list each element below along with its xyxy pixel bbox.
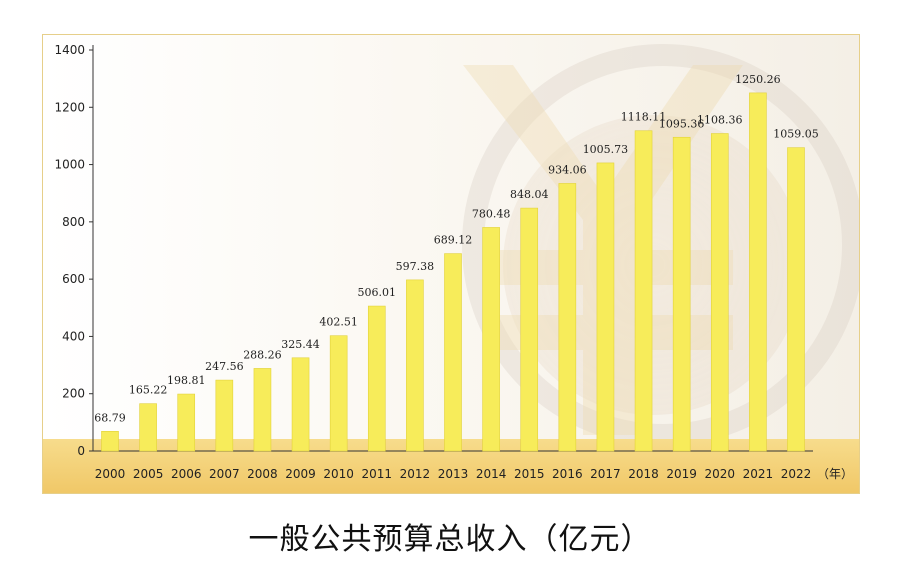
data-label-2009: 325.44: [281, 338, 320, 351]
bar-2009: [291, 357, 310, 452]
data-label-2018: 1118.11: [621, 111, 667, 124]
x-tick-label-2019: 2019: [666, 467, 697, 481]
y-tick-label: 1400: [54, 43, 85, 57]
x-tick-label-2011: 2011: [362, 467, 393, 481]
bar-2010: [329, 335, 348, 452]
x-tick-label-2010: 2010: [323, 467, 354, 481]
data-label-2010: 402.51: [319, 316, 358, 329]
x-tick-label-2020: 2020: [705, 467, 736, 481]
x-tick-label-2013: 2013: [438, 467, 469, 481]
data-label-2021: 1250.26: [735, 73, 781, 86]
x-tick-label-2016: 2016: [552, 467, 583, 481]
x-tick-label-2000: 2000: [95, 467, 126, 481]
bar-2012: [406, 279, 424, 452]
data-label-2007: 247.56: [205, 360, 244, 373]
y-tick-label: 0: [77, 444, 85, 458]
bar-2018: [634, 130, 653, 452]
data-label-2022: 1059.05: [773, 128, 819, 141]
chart-frame: 0 200 400 600 800 1000 1200 1400 68.79 165.22 198…: [42, 34, 860, 494]
bar-2005: [139, 403, 157, 452]
bar-2020: [710, 133, 729, 452]
x-tick-label-2017: 2017: [590, 467, 621, 481]
x-tick-label-2009: 2009: [285, 467, 316, 481]
bar-2011: [367, 305, 386, 452]
bar-2019: [672, 136, 691, 452]
bar-chart: 0 200 400 600 800 1000 1200 1400 68.79 165.22198…: [43, 43, 859, 493]
bar-2007: [215, 379, 234, 452]
data-label-2017: 1005.73: [583, 143, 629, 156]
bar-2000: [101, 430, 119, 452]
y-tick-label: 400: [62, 329, 85, 343]
y-tick-label: 200: [62, 387, 85, 401]
data-label-2011: 506.01: [358, 286, 397, 299]
bar-2013: [444, 253, 462, 452]
x-tick-label-2022: 2022: [781, 467, 812, 481]
data-label-2014: 780.48: [472, 207, 511, 220]
x-tick-label-2021: 2021: [743, 467, 774, 481]
y-tick-label: 800: [62, 215, 85, 229]
bar-2017: [596, 162, 615, 452]
data-label-2006: 198.81: [167, 374, 206, 387]
bar-2014: [482, 227, 500, 452]
x-tick-label-2014: 2014: [476, 467, 507, 481]
bar-2006: [177, 393, 196, 452]
bar-2022: [787, 147, 805, 452]
bars: [101, 92, 805, 452]
y-tick-label: 1200: [54, 100, 85, 114]
data-label-2005: 165.22: [129, 384, 168, 397]
x-tick-label-2018: 2018: [628, 467, 659, 481]
x-axis-labels: 2000 2005 2006 2007 2008 2009 2010 2011 2012 2013…: [95, 467, 812, 481]
bar-2008: [253, 368, 272, 452]
data-label-2013: 689.12: [434, 234, 473, 247]
x-tick-label-2015: 2015: [514, 467, 545, 481]
chart-title: 一般公共预算总收入（亿元）: [248, 522, 652, 557]
data-label-2015: 848.04: [510, 188, 549, 201]
data-label-2016: 934.06: [548, 163, 587, 176]
data-label-2012: 597.38: [396, 260, 435, 273]
x-tick-label-2006: 2006: [171, 467, 202, 481]
x-tick-label-2008: 2008: [247, 467, 278, 481]
x-tick-label-2005: 2005: [133, 467, 164, 481]
bar-2021: [749, 92, 767, 452]
x-tick-label-2007: 2007: [209, 467, 240, 481]
x-tick-label-2012: 2012: [400, 467, 431, 481]
data-label-2020: 1108.36: [697, 114, 743, 127]
data-label-2019: 1095.36: [659, 117, 705, 130]
data-label-2008: 288.26: [243, 348, 282, 361]
y-tick-label: 1000: [54, 158, 85, 172]
data-label-2000: 68.79: [94, 411, 126, 424]
x-axis-unit: （年）: [817, 467, 853, 481]
y-tick-label: 600: [62, 272, 85, 286]
bar-2015: [520, 207, 539, 452]
bar-2016: [558, 183, 577, 452]
